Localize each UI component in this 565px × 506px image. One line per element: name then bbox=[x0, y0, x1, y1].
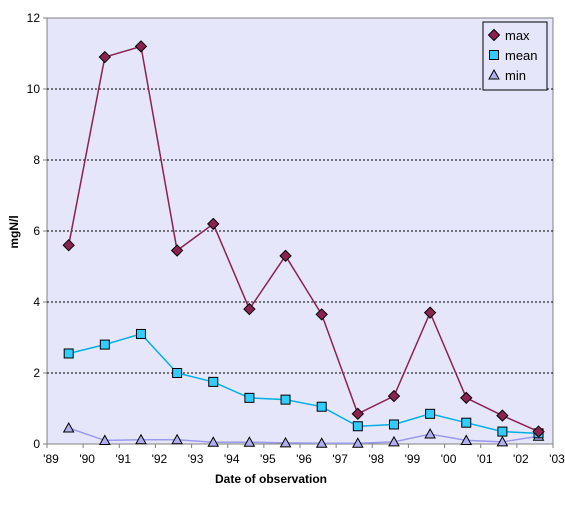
x-axis-title: Date of observation bbox=[215, 472, 327, 486]
x-tick-label: '00 bbox=[441, 452, 457, 466]
data-point-mean bbox=[461, 417, 472, 428]
series-line-max bbox=[67, 45, 539, 433]
x-tick-label: '95 bbox=[260, 452, 276, 466]
data-point-mean bbox=[63, 348, 74, 359]
data-point-max bbox=[351, 407, 365, 421]
x-tick-label: '91 bbox=[115, 452, 131, 466]
data-point-min bbox=[496, 435, 509, 447]
x-tick-label: '02 bbox=[513, 452, 529, 466]
legend-item-mean: mean bbox=[489, 48, 538, 63]
x-tick-label: '03 bbox=[549, 452, 565, 466]
data-point-min bbox=[207, 436, 220, 447]
data-point-min bbox=[388, 435, 400, 447]
x-tick-label: '93 bbox=[188, 452, 204, 466]
x-tick-label: '01 bbox=[477, 452, 493, 466]
data-point-max bbox=[279, 249, 292, 263]
data-point-mean bbox=[352, 421, 363, 432]
legend-marker-mean bbox=[489, 50, 499, 60]
data-point-mean bbox=[388, 419, 399, 430]
axes: 0 2 4 6 8 10 12 '89 '90 '91 '92 '93 '94 '95 '96 '97 '98 '… bbox=[27, 11, 565, 466]
x-tick-label: '92 bbox=[152, 452, 168, 466]
data-point-max bbox=[243, 302, 256, 316]
x-tick-label: '89 bbox=[43, 452, 59, 466]
x-tick-label: '98 bbox=[368, 452, 384, 466]
legend-label: min bbox=[505, 68, 526, 83]
legend-label: max bbox=[505, 28, 530, 43]
data-point-mean bbox=[497, 426, 508, 437]
data-point-min bbox=[424, 428, 436, 439]
grid-lines bbox=[47, 88, 553, 374]
data-point-max bbox=[315, 308, 328, 321]
y-tick-label: 0 bbox=[33, 437, 40, 451]
legend-marker-min bbox=[488, 68, 500, 80]
data-point-mean bbox=[244, 392, 255, 403]
legend: max mean min bbox=[482, 21, 548, 91]
series-line-mean bbox=[68, 333, 539, 435]
data-point-min bbox=[315, 437, 328, 448]
legend-item-max: max bbox=[487, 28, 530, 43]
data-point-max bbox=[134, 40, 148, 53]
x-tick-label: '99 bbox=[405, 452, 421, 466]
data-point-max bbox=[62, 238, 75, 252]
data-point-mean bbox=[280, 394, 291, 405]
y-tick-label: 6 bbox=[33, 224, 40, 238]
x-tick-label: '94 bbox=[224, 452, 240, 466]
x-tick-label: '97 bbox=[332, 452, 348, 466]
x-tick-label: '96 bbox=[296, 452, 312, 466]
data-point-mean bbox=[208, 376, 219, 387]
y-tick-label: 4 bbox=[33, 295, 40, 309]
legend-marker-max bbox=[487, 28, 501, 42]
data-point-mean bbox=[99, 339, 110, 350]
data-point-min bbox=[135, 433, 147, 445]
y-tick-label: 8 bbox=[33, 153, 40, 167]
legend-label: mean bbox=[505, 48, 538, 63]
data-point-min bbox=[171, 433, 183, 445]
y-tick-label: 12 bbox=[27, 11, 41, 25]
data-point-min bbox=[460, 434, 473, 445]
data-point-mean bbox=[316, 401, 327, 412]
data-point-max bbox=[496, 409, 509, 422]
data-point-min bbox=[62, 421, 75, 433]
data-point-min bbox=[351, 437, 364, 448]
data-point-max bbox=[423, 306, 437, 319]
data-point-min bbox=[98, 434, 111, 445]
data-point-min bbox=[279, 436, 292, 448]
y-tick-label: 2 bbox=[33, 366, 40, 380]
data-point-max bbox=[460, 391, 473, 405]
legend-item-min: min bbox=[488, 68, 526, 83]
series-min bbox=[62, 421, 545, 448]
y-tick-label: 10 bbox=[27, 82, 41, 96]
data-point-mean bbox=[172, 368, 183, 378]
series-layer bbox=[62, 40, 545, 448]
data-point-max bbox=[170, 244, 184, 257]
series-mean bbox=[63, 328, 544, 439]
series-max bbox=[62, 40, 545, 438]
data-point-max bbox=[98, 50, 112, 64]
data-point-mean bbox=[135, 328, 146, 339]
data-point-max bbox=[387, 389, 401, 403]
y-axis-title: mgN/l bbox=[7, 215, 21, 248]
data-point-min bbox=[243, 436, 256, 447]
data-point-max bbox=[207, 217, 220, 231]
x-tick-label: '90 bbox=[79, 452, 95, 466]
series-line-min bbox=[68, 427, 539, 445]
data-point-max bbox=[532, 425, 545, 438]
data-point-mean bbox=[425, 408, 436, 419]
